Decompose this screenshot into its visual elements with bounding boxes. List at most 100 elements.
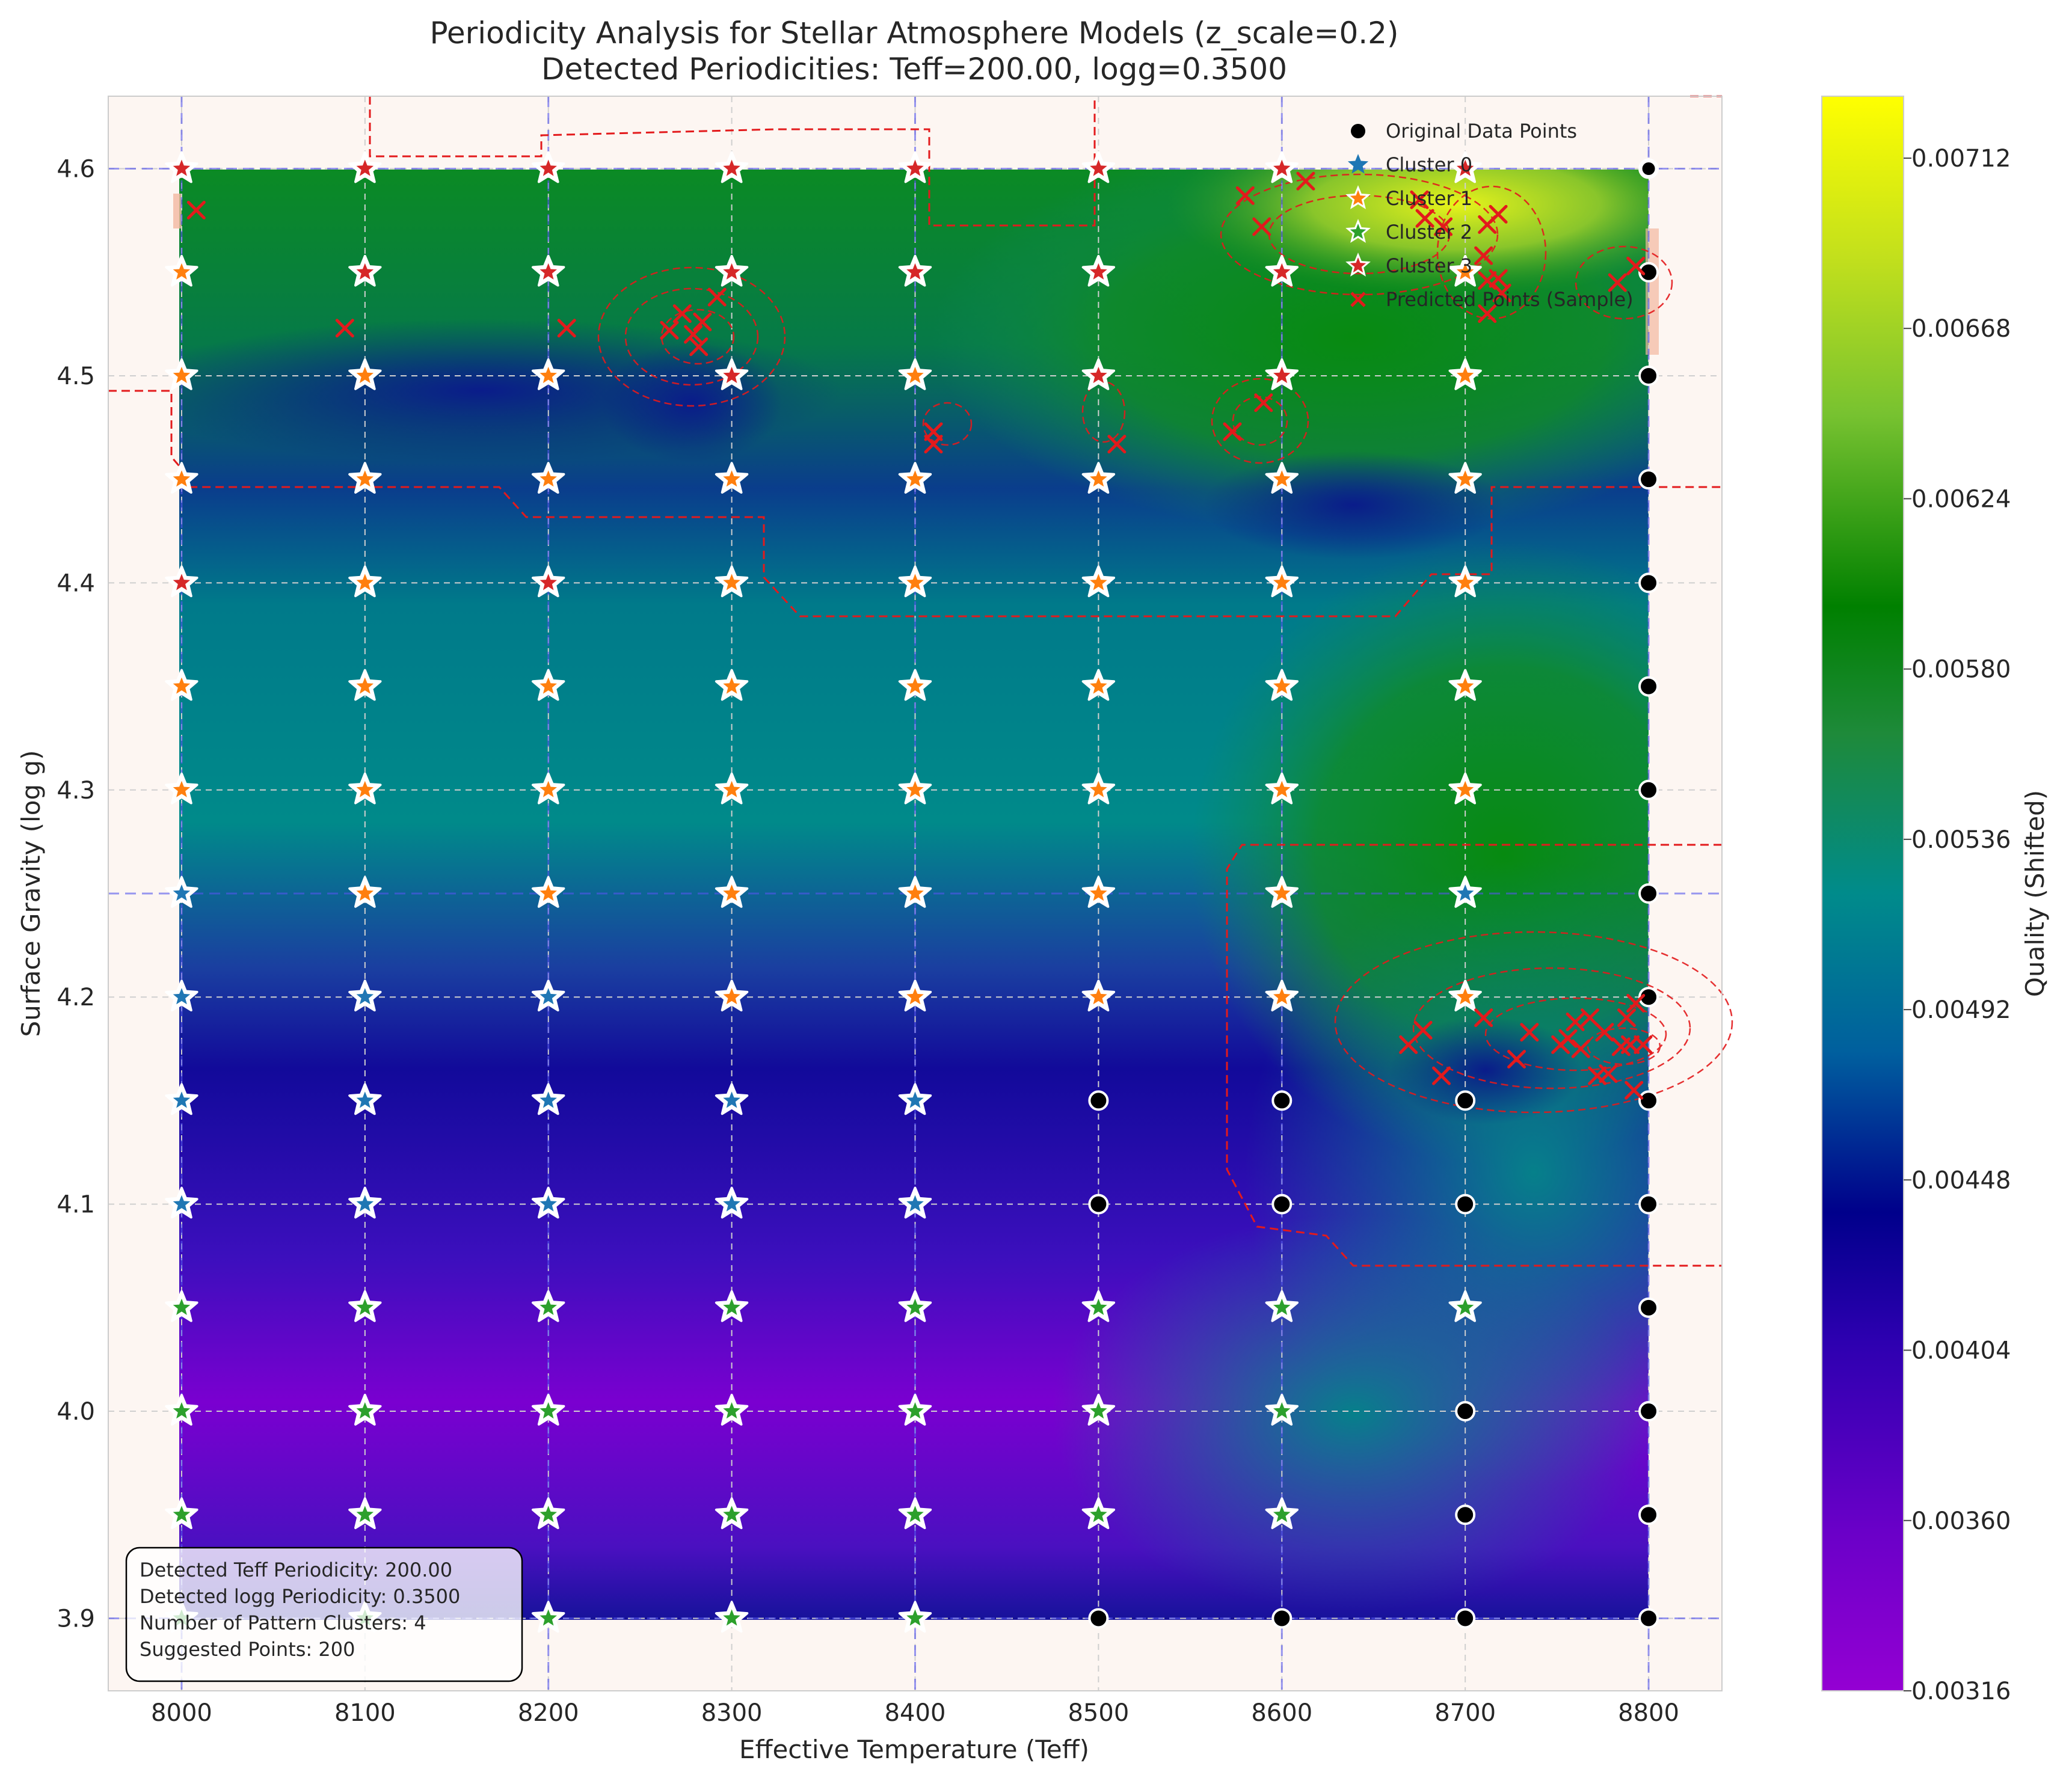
predicted-point [1507,1050,1526,1069]
cluster-1-star [1090,470,1107,487]
original-data-point [1638,1608,1659,1629]
predicted-point [672,304,692,323]
colorbar-tick-label: 0.00712 [1911,145,2011,173]
y-tick-label: 3.9 [57,1605,95,1632]
predicted-point [1474,1008,1493,1028]
original-data-point [1638,676,1659,697]
cluster-1-star [1273,988,1291,1005]
y-axis-label: Surface Gravity (log g) [16,750,46,1037]
legend-label: Cluster 1 [1386,187,1472,210]
legend-marker-star [1350,156,1366,172]
x-tick-label: 8200 [518,1699,579,1727]
predicted-points [186,171,1653,1100]
predicted-point [1489,269,1508,288]
original-data-points [173,158,1659,1629]
cluster-0-star [356,1195,374,1212]
cluster-2-star [723,1506,740,1522]
cluster-1-star [1273,884,1291,901]
cluster-2-star [540,1298,557,1315]
cluster-1-star [356,574,374,590]
predicted-point [1223,422,1242,441]
cluster-3-star [173,159,191,176]
info-line-logg: Detected logg Periodicity: 0.3500 [140,1585,460,1608]
predicted-point [1399,1035,1418,1054]
cluster-2-star [906,1402,924,1419]
cluster-1-star [540,884,557,901]
original-data-point [1088,1194,1109,1215]
cluster-1-star [1273,780,1291,797]
info-line-suggested: Suggested Points: 200 [140,1638,355,1661]
predicted-point [1634,1035,1653,1054]
cluster-1-star [1090,884,1107,901]
cluster-2-star [356,1402,374,1419]
predicted-point [1626,994,1646,1013]
legend-label: Original Data Points [1386,120,1577,143]
cluster-1-star [906,470,924,487]
y-tick-label: 4.5 [57,363,95,390]
cluster-1-star [906,574,924,590]
y-tick-label: 4.0 [57,1398,95,1426]
colorbar-tick-label: 0.00668 [1911,315,2011,343]
x-tick-label: 8700 [1434,1699,1496,1727]
original-data-point [1088,1090,1109,1111]
cluster-0-star [173,884,191,901]
x-tick-label: 8500 [1068,1699,1129,1727]
cluster-1-star [906,780,924,797]
edge-band [173,194,182,228]
predicted-point [1478,304,1497,323]
info-line-clusters: Number of Pattern Clusters: 4 [140,1611,426,1634]
predicted-point [1410,190,1429,209]
cluster-1-star [723,677,740,694]
predicted-point [186,200,206,219]
cluster-3-star [173,574,191,590]
info-box: Detected Teff Periodicity: 200.00 Detect… [125,1547,523,1682]
cluster-3-star [1273,263,1291,280]
cluster-3-star [1090,263,1107,280]
original-data-point [1088,1608,1109,1629]
original-data-point [1455,1401,1476,1422]
original-data-point [1455,1504,1476,1525]
colorbar-ticks: 0.00316 0.00360 0.00404 0.00448 0.00492 0.005… [1904,145,2011,1705]
colorbar-tick-label: 0.00580 [1911,656,2011,684]
predicted-point [660,320,679,340]
y-tick-labels: 3.9 4.0 4.1 4.2 4.3 4.4 4.5 4.6 [57,156,95,1633]
cluster-1-star [540,367,557,384]
cluster-3-star [1090,159,1107,176]
y-tick-label: 4.1 [57,1191,95,1219]
predicted-point [1566,1013,1585,1032]
cluster-0-star [540,988,557,1005]
cluster-1-star [173,470,191,487]
legend-marker-original [1351,124,1365,138]
cluster-0-star [723,1195,740,1212]
cluster-0-star [906,1195,924,1212]
legend: Original Data Points Cluster 0 Cluster 1 Cl… [1345,120,1634,311]
cluster-1-star [173,677,191,694]
predicted-point [1520,1023,1539,1042]
colorbar-label: Quality (Shifted) [2020,790,2050,997]
chart-title: Periodicity Analysis for Stellar Atmosph… [430,16,1399,51]
cluster-2-star [723,1402,740,1419]
x-tick-label: 8600 [1251,1699,1312,1727]
cluster-0-star [173,988,191,1005]
predicted-point [1558,1029,1578,1048]
original-data-point [1638,262,1659,283]
original-data-point [1455,1194,1476,1215]
cluster-1-star [723,884,740,901]
predicted-point [557,319,576,338]
predicted-point [924,435,943,454]
cluster-1-star [1456,677,1474,694]
original-data-point [1455,1608,1476,1629]
cluster-0-star [173,1091,191,1108]
colorbar-tick-label: 0.00404 [1911,1337,2011,1365]
cluster-0-star [356,1091,374,1108]
original-data-point [1638,469,1659,490]
cluster-3-star [540,574,557,590]
legend-marker-star [1350,224,1366,239]
legend-label: Cluster 3 [1386,254,1472,277]
predicted-point [1474,246,1493,265]
colorbar-tick-label: 0.00448 [1911,1166,2011,1194]
cluster-2-star [1090,1298,1107,1315]
original-data-point [1638,365,1659,386]
cluster-3-star [540,159,557,176]
